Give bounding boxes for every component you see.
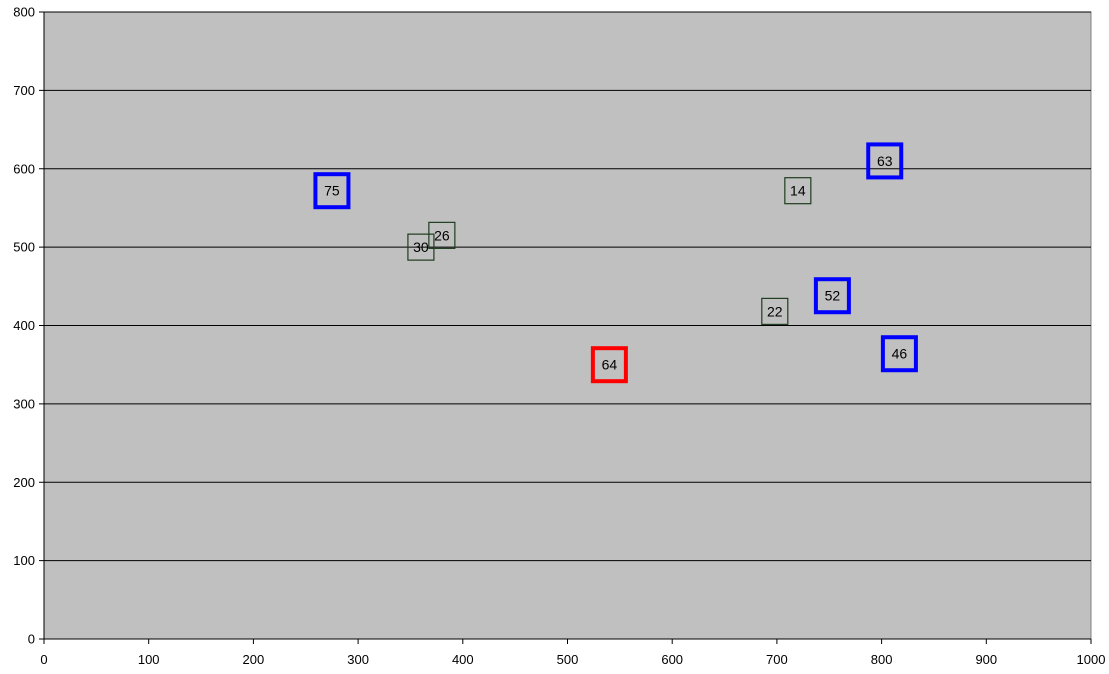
x-axis-ticks: 0 100 200 300 400 500 600 700 800 900 1000 [40,639,1105,667]
x-tick-label: 800 [871,652,893,667]
x-tick-label: 100 [138,652,160,667]
x-tick-label: 700 [766,652,788,667]
x-tick-label: 200 [243,652,265,667]
data-point-label: 63 [877,153,893,169]
y-tick-label: 600 [13,161,35,176]
x-tick-label: 400 [452,652,474,667]
x-tick-label: 0 [40,652,47,667]
data-point-marker [407,233,435,261]
data-point-marker [880,335,918,373]
data-point-label: 22 [767,303,783,319]
data-point-label: 52 [825,288,841,304]
y-tick-label: 500 [13,240,35,255]
data-point-marker [428,221,456,249]
data-point-label: 26 [434,227,450,243]
data-point-marker [313,172,351,210]
y-axis-ticks: 0 100 200 300 400 500 600 700 800 [13,5,44,647]
y-tick-label: 100 [13,553,35,568]
y-tick-label: 400 [13,318,35,333]
data-point-label: 46 [892,346,908,362]
data-point-marker [784,177,812,205]
data-point-label: 14 [790,183,806,199]
data-point-label: 64 [602,357,618,373]
y-tick-label: 0 [28,632,35,647]
y-tick-label: 300 [13,396,35,411]
x-tick-label: 300 [347,652,369,667]
data-point-label: 75 [324,183,340,199]
data-point-marker [866,142,904,180]
x-tick-label: 1000 [1077,652,1106,667]
x-tick-label: 900 [975,652,997,667]
y-tick-label: 200 [13,475,35,490]
data-point-marker [761,297,789,325]
x-tick-label: 600 [661,652,683,667]
data-point-label: 30 [413,239,429,255]
data-point-marker [590,346,628,384]
y-tick-label: 700 [13,83,35,98]
data-point-marker [813,277,851,315]
x-tick-label: 500 [557,652,579,667]
data-points: 30 26 14 22 75 63 52 46 64 [313,142,918,384]
gridlines [44,11,1091,562]
y-tick-label: 800 [13,5,35,20]
